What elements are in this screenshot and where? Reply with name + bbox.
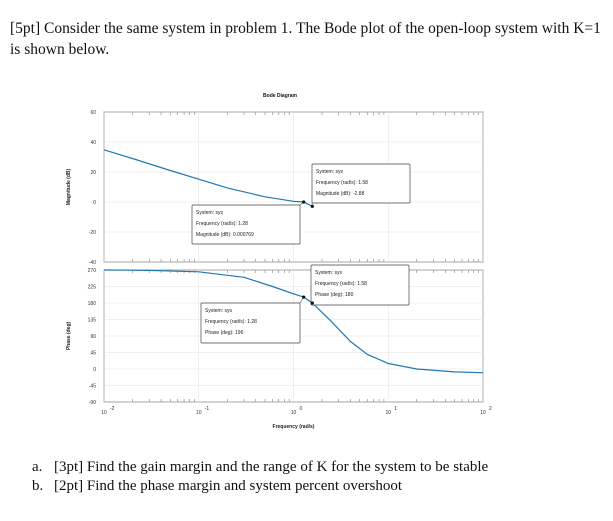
magnitude-datatip-line: Frequency (rad/s): 1.28 bbox=[196, 221, 248, 227]
phase-datatip-line: System: sys bbox=[205, 308, 232, 314]
frequency-tick-base: 10 bbox=[480, 410, 486, 416]
phase-axis-label: Phase (deg) bbox=[66, 321, 72, 350]
frequency-tick-base: 10 bbox=[101, 410, 107, 416]
question-a-text: [3pt] Find the gain margin and the range… bbox=[54, 459, 489, 475]
magnitude-panel: 60 40 20 0 -20 -40 Magnitude (dB) System: sys Fr… bbox=[66, 110, 484, 266]
phase-tick-label: 45 bbox=[90, 351, 96, 357]
magnitude-datatip-box bbox=[311, 163, 411, 204]
frequency-tick-exponent: 0 bbox=[300, 406, 303, 412]
phase-datatip-marker bbox=[302, 295, 306, 299]
frequency-tick-exponent: 2 bbox=[489, 406, 492, 412]
question-b-text: [2pt] Find the phase margin and system p… bbox=[54, 478, 402, 494]
magnitude-datatip-line: Magnitude (dB): -2.88 bbox=[316, 191, 365, 197]
frequency-tick-exponent: 1 bbox=[394, 406, 397, 412]
magnitude-tick-label: -40 bbox=[89, 260, 96, 266]
magnitude-datatip-box bbox=[191, 204, 301, 245]
magnitude-datatip-marker bbox=[302, 200, 306, 204]
magnitude-datatip-line: System: sys bbox=[316, 169, 343, 175]
frequency-tick-exponent: -2 bbox=[110, 406, 115, 412]
question-b: b. [2pt] Find the phase margin and syste… bbox=[32, 477, 602, 496]
magnitude-tick-label: -20 bbox=[89, 230, 96, 236]
magnitude-tick-label: 0 bbox=[93, 200, 96, 206]
frequency-tick-base: 10 bbox=[385, 410, 391, 416]
phase-datatip-marker bbox=[310, 301, 314, 305]
problem-statement: [5pt] Consider the same system in proble… bbox=[10, 20, 601, 58]
magnitude-datatip-line: Magnitude (dB): 0.000769 bbox=[196, 232, 254, 238]
question-b-letter: b. bbox=[32, 478, 44, 494]
phase-panel: 270 225 180 135 90 45 0 -45 -90 Phase (deg) System… bbox=[66, 264, 484, 406]
magnitude-datatip-marker bbox=[310, 204, 314, 208]
phase-tick-label: -90 bbox=[89, 400, 96, 406]
phase-tick-label: 0 bbox=[93, 367, 96, 373]
frequency-tick-exponent: -1 bbox=[205, 406, 210, 412]
frequency-tick-base: 10 bbox=[291, 410, 297, 416]
phase-datatip-line: Frequency (rad/s): 1.58 bbox=[315, 281, 367, 287]
phase-datatip-line: Phase (deg): 196 bbox=[205, 330, 244, 336]
question-list: a. [3pt] Find the gain margin and the ra… bbox=[32, 458, 602, 496]
phase-tick-label: 135 bbox=[88, 318, 97, 324]
phase-datatip-line: Phase (deg): 180 bbox=[315, 292, 354, 298]
frequency-axis-label: Frequency (rad/s) bbox=[273, 424, 315, 430]
phase-datatip-line: System: sys bbox=[315, 270, 342, 276]
phase-datatip-box bbox=[200, 302, 301, 344]
magnitude-axis-label: Magnitude (dB) bbox=[66, 168, 72, 205]
magnitude-tick-label: 20 bbox=[90, 170, 96, 176]
question-a: a. [3pt] Find the gain margin and the ra… bbox=[32, 458, 602, 477]
question-a-letter: a. bbox=[32, 459, 43, 475]
phase-tick-label: 180 bbox=[88, 301, 97, 307]
bode-title: Bode Diagram bbox=[263, 93, 297, 99]
phase-tick-label: 225 bbox=[88, 285, 97, 291]
phase-tick-label: 270 bbox=[88, 268, 97, 274]
magnitude-datatip-line: Frequency (rad/s): 1.58 bbox=[316, 180, 368, 186]
phase-tick-label: 90 bbox=[90, 334, 96, 340]
phase-datatip-box bbox=[310, 264, 410, 306]
magnitude-datatip-line: System: sys bbox=[196, 210, 223, 216]
phase-tick-label: -45 bbox=[89, 384, 96, 390]
magnitude-tick-label: 60 bbox=[90, 110, 96, 116]
magnitude-tick-label: 40 bbox=[90, 140, 96, 146]
frequency-tick-base: 10 bbox=[196, 410, 202, 416]
phase-datatip-line: Frequency (rad/s): 1.28 bbox=[205, 319, 257, 325]
magnitude-curve bbox=[103, 149, 313, 207]
